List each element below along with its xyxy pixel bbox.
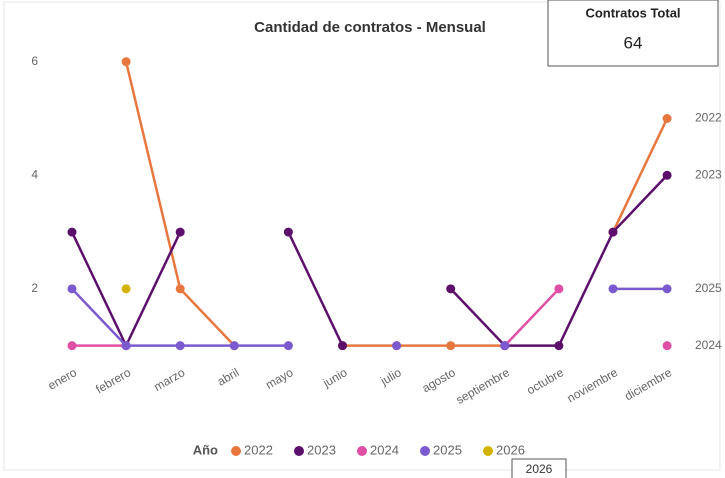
point [283, 227, 293, 237]
legend-title: Año [193, 442, 218, 457]
point [175, 284, 185, 294]
point [121, 57, 131, 67]
point [662, 170, 672, 180]
point [283, 341, 293, 351]
y-tick-label: 4 [31, 167, 38, 181]
point [392, 341, 402, 351]
point [67, 341, 77, 351]
point [554, 284, 564, 294]
card-title: Contratos Total [585, 5, 680, 20]
point [554, 341, 564, 351]
tooltip [511, 458, 567, 478]
legend-marker [231, 446, 241, 456]
legend-label: 2023 [307, 442, 336, 457]
legend-label: 2024 [370, 442, 399, 457]
chart-title: Cantidad de contratos - Mensual [254, 19, 486, 36]
legend-marker [483, 446, 493, 456]
card [547, 0, 719, 67]
end-label: 2025 [695, 281, 722, 295]
chart-panel [3, 1, 721, 471]
point [608, 227, 618, 237]
point [67, 227, 77, 237]
point [121, 341, 131, 351]
end-label: 2024 [695, 338, 722, 352]
legend-marker [357, 446, 367, 456]
point [338, 341, 347, 351]
point [662, 114, 672, 123]
y-tick-label: 6 [31, 54, 38, 68]
point [175, 227, 185, 237]
end-label: 2023 [695, 167, 722, 181]
point [662, 341, 672, 351]
legend-marker [420, 446, 430, 456]
legend-label: 2025 [433, 442, 462, 457]
point [500, 341, 510, 351]
point [229, 341, 239, 351]
point [662, 284, 672, 294]
tooltip-text: 2026 [526, 462, 553, 476]
legend-marker [294, 446, 304, 456]
point [67, 284, 77, 294]
point [446, 284, 456, 294]
card-value: 64 [624, 33, 643, 52]
point [121, 284, 131, 294]
point [175, 341, 185, 351]
point [446, 341, 456, 351]
legend-label: 2022 [244, 442, 273, 457]
end-label: 2022 [695, 111, 722, 125]
legend-label: 2026 [496, 442, 525, 457]
y-tick-label: 2 [31, 281, 38, 295]
point [608, 284, 618, 294]
